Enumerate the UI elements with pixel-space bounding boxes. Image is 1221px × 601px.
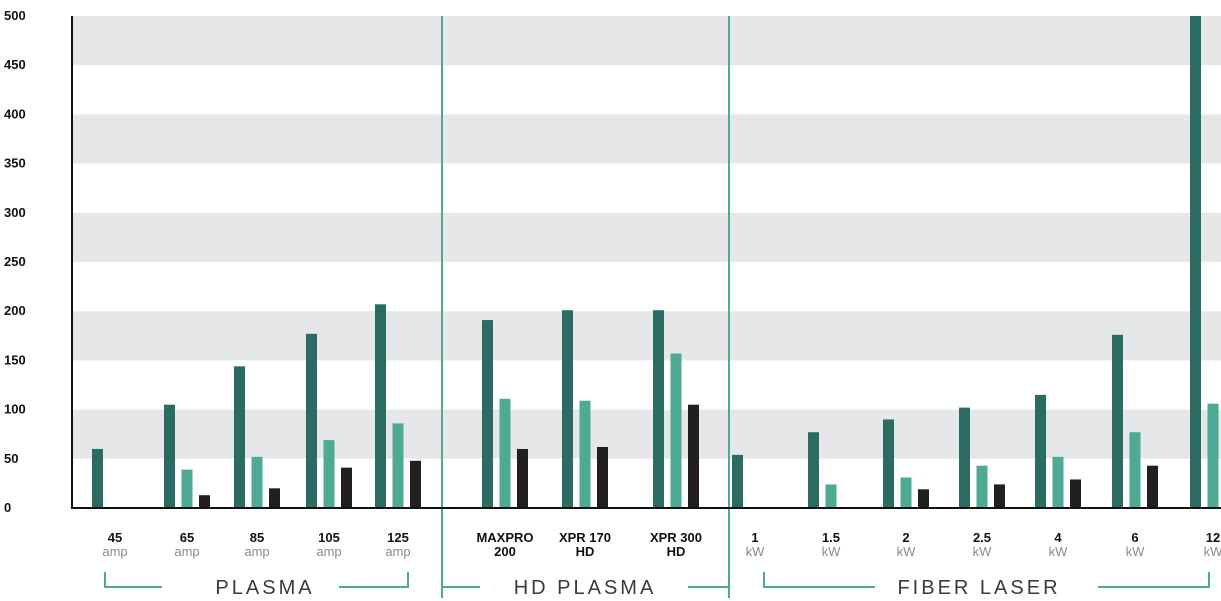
axes: [71, 16, 1221, 509]
x-tick-label: 85: [250, 530, 264, 545]
group-bracket: [104, 572, 409, 588]
bar: [579, 400, 591, 508]
x-tick-sublabel: HD: [576, 544, 595, 559]
grid-band: [72, 114, 1221, 164]
y-tick-label: 400: [4, 106, 26, 121]
x-tick-sublabel: kW: [973, 544, 993, 559]
x-tick-label: 6: [1131, 530, 1138, 545]
y-tick-label: 0: [4, 500, 11, 515]
group-separators: [441, 16, 730, 598]
x-tick-label: 12: [1206, 530, 1220, 545]
bar: [653, 310, 664, 508]
x-tick-label: 4: [1054, 530, 1062, 545]
x-tick-sublabel: kW: [822, 544, 842, 559]
x-tick-sublabel: HD: [667, 544, 686, 559]
y-tick-label: 200: [4, 303, 26, 318]
x-tick-label: 105: [318, 530, 340, 545]
bar: [92, 448, 103, 508]
bar: [323, 440, 335, 508]
x-tick-sublabel: amp: [316, 544, 341, 559]
x-tick-sublabel: kW: [1049, 544, 1069, 559]
grid-band: [72, 409, 1221, 459]
bar: [670, 353, 682, 508]
x-tick-label: XPR 300: [650, 530, 702, 545]
bar: [341, 467, 352, 508]
grid-band: [72, 16, 1221, 66]
bar: [164, 404, 175, 508]
bar: [688, 404, 699, 508]
x-tick-sublabel: kW: [1204, 544, 1221, 559]
bar: [597, 446, 608, 508]
group-label: HD PLASMA: [514, 577, 657, 599]
bar: [410, 460, 421, 508]
x-tick-label: 45: [108, 530, 122, 545]
x-tick-label: 1.5: [822, 530, 840, 545]
x-tick-label: XPR 170: [559, 530, 611, 545]
bar: [1207, 403, 1219, 508]
x-tick-label: 1: [751, 530, 758, 545]
bar: [732, 454, 743, 508]
x-tick-sublabel: kW: [897, 544, 917, 559]
x-tick-label: 125: [387, 530, 409, 545]
x-tick-sublabel: kW: [1126, 544, 1146, 559]
y-tick-label: 300: [4, 205, 26, 220]
x-tick-label: 2: [902, 530, 909, 545]
y-tick-label: 150: [4, 352, 26, 367]
grid-bands: [72, 16, 1221, 459]
x-tick-sublabel: kW: [746, 544, 766, 559]
bar: [499, 398, 511, 508]
bars: [92, 16, 1219, 508]
x-tick-sublabel: 200: [494, 544, 516, 559]
bar: [269, 488, 280, 508]
y-tick-label: 450: [4, 57, 26, 72]
y-tick-label: 100: [4, 402, 26, 417]
bar: [1147, 465, 1158, 508]
y-tick-label: 350: [4, 156, 26, 171]
x-tick-sublabel: amp: [385, 544, 410, 559]
bar: [1129, 432, 1141, 508]
bar: [1052, 456, 1064, 508]
bar: [482, 320, 493, 508]
group-bracket: [763, 572, 1210, 588]
bar: [808, 432, 819, 508]
bar: [1070, 479, 1081, 508]
group-brackets: PLASMA HD PLASMA FIBER LASER: [104, 572, 1210, 599]
bar: [825, 484, 837, 508]
bar: [900, 477, 912, 508]
x-tick-label: 65: [180, 530, 194, 545]
x-tick-label: MAXPRO: [476, 530, 533, 545]
grid-band: [72, 311, 1221, 361]
y-tick-label: 500: [4, 8, 26, 23]
group-label: FIBER LASER: [897, 577, 1060, 599]
bar: [199, 495, 210, 508]
y-tick-label: 50: [4, 451, 18, 466]
bar: [251, 456, 263, 508]
x-tick-label: 2.5: [973, 530, 991, 545]
group-label: PLASMA: [215, 577, 314, 599]
bar: [1112, 334, 1123, 508]
bar: [517, 448, 528, 508]
bar: [562, 310, 573, 508]
bar: [883, 419, 894, 508]
x-tick-sublabel: amp: [174, 544, 199, 559]
bar: [994, 484, 1005, 508]
bar: [181, 469, 193, 508]
grid-band: [72, 212, 1221, 262]
bar: [959, 407, 970, 508]
bar: [918, 489, 929, 508]
bar: [375, 304, 386, 508]
x-axis-labels: 45amp65amp85amp105amp125ampMAXPRO200XPR …: [102, 530, 1221, 559]
bar: [392, 423, 404, 508]
y-axis-ticks: 0 50 100 150 200 250 300 350 400 450 500: [4, 8, 26, 515]
x-tick-sublabel: amp: [102, 544, 127, 559]
bar: [976, 465, 988, 508]
bar: [306, 333, 317, 508]
x-tick-sublabel: amp: [244, 544, 269, 559]
bar: [1035, 394, 1046, 508]
bar: [1190, 16, 1201, 508]
bar: [234, 366, 245, 508]
y-tick-label: 250: [4, 254, 26, 269]
